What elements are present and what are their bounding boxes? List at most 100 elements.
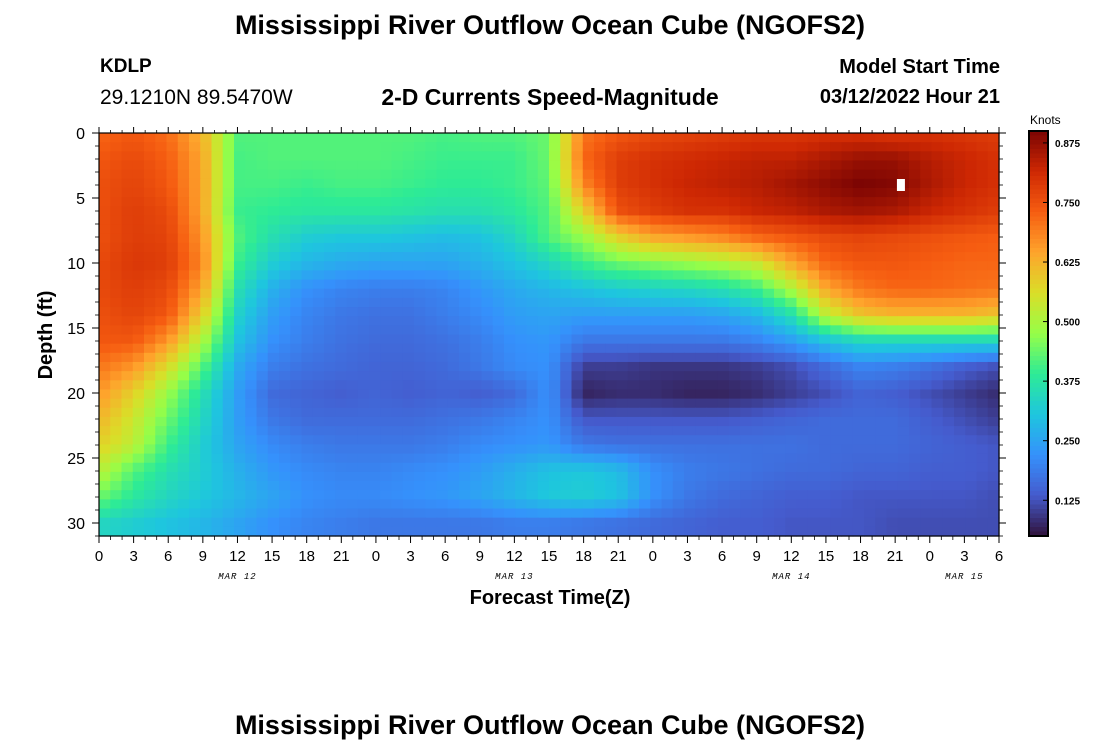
- heatmap-cell: [717, 426, 730, 436]
- x-tick-label: 6: [441, 548, 449, 565]
- heatmap-cell: [492, 142, 505, 152]
- heatmap-cell: [132, 261, 145, 271]
- heatmap-cell: [920, 490, 933, 500]
- heatmap-cell: [537, 334, 550, 345]
- heatmap-cell: [785, 371, 798, 381]
- heatmap-cell: [695, 316, 708, 326]
- heatmap-cell: [301, 297, 314, 308]
- heatmap-cell: [920, 325, 933, 336]
- heatmap-cell: [582, 261, 595, 271]
- heatmap-cell: [909, 197, 921, 207]
- heatmap-cell: [976, 187, 989, 198]
- heatmap-cell: [414, 261, 426, 271]
- heatmap-cell: [121, 389, 134, 400]
- heatmap-cell: [166, 517, 179, 528]
- colorbar-segment: [1029, 243, 1048, 249]
- heatmap-cell: [897, 197, 910, 207]
- heatmap-cell: [537, 389, 550, 400]
- heatmap-cell: [301, 416, 314, 427]
- heatmap-cell: [920, 371, 933, 381]
- heatmap-cell: [796, 426, 809, 436]
- heatmap-cell: [177, 279, 190, 290]
- heatmap-cell: [144, 261, 156, 271]
- heatmap-cell: [582, 407, 595, 418]
- heatmap-cell: [234, 197, 246, 207]
- heatmap-cell: [549, 352, 561, 363]
- heatmap-cell: [661, 426, 674, 436]
- heatmap-cell: [627, 270, 640, 281]
- heatmap-cell: [177, 133, 190, 143]
- heatmap-cell: [549, 233, 561, 244]
- heatmap-cell: [99, 435, 111, 446]
- heatmap-cell: [751, 297, 764, 308]
- heatmap-cell: [166, 206, 179, 217]
- heatmap-cell: [886, 361, 899, 372]
- heatmap-cell: [369, 481, 381, 491]
- heatmap-cell: [830, 325, 843, 336]
- heatmap-cell: [99, 307, 111, 317]
- heatmap-cell: [852, 435, 865, 446]
- heatmap-cell: [414, 380, 426, 391]
- heatmap-cell: [639, 197, 651, 207]
- heatmap-cell: [807, 481, 820, 491]
- heatmap-cell: [965, 407, 978, 418]
- heatmap-cell: [324, 334, 336, 345]
- heatmap-cell: [965, 206, 978, 217]
- heatmap-cell: [414, 307, 426, 317]
- y-tick-label: 0: [76, 126, 85, 143]
- heatmap-cell: [177, 178, 190, 189]
- heatmap-cell: [211, 261, 224, 271]
- heatmap-cell: [110, 508, 123, 519]
- heatmap-cell: [684, 334, 696, 345]
- heatmap-cell: [931, 481, 944, 491]
- heatmap-cell: [99, 325, 111, 336]
- heatmap-cell: [279, 416, 291, 427]
- heatmap-cell: [290, 416, 303, 427]
- heatmap-cell: [942, 426, 955, 436]
- heatmap-cell: [537, 133, 550, 143]
- heatmap-cell: [650, 142, 663, 152]
- heatmap-cell: [526, 160, 539, 171]
- heatmap-cell: [616, 471, 629, 482]
- heatmap-cell: [121, 426, 134, 436]
- heatmap-cell: [414, 297, 426, 308]
- heatmap-cell: [549, 407, 561, 418]
- heatmap-cell: [616, 316, 629, 326]
- heatmap-cell: [526, 233, 539, 244]
- heatmap-cell: [729, 462, 741, 473]
- heatmap-cell: [369, 490, 381, 500]
- heatmap-cell: [672, 261, 685, 271]
- heatmap-cell: [425, 279, 438, 290]
- heatmap-cell: [155, 233, 168, 244]
- heatmap-cell: [717, 389, 730, 400]
- heatmap-cell: [279, 151, 291, 162]
- heatmap-cell: [312, 279, 325, 290]
- heatmap-cell: [234, 380, 246, 391]
- heatmap-cell: [369, 169, 381, 180]
- heatmap-cell: [402, 279, 415, 290]
- heatmap-cell: [177, 325, 190, 336]
- heatmap-cell: [807, 288, 820, 299]
- heatmap-cell: [369, 380, 381, 391]
- heatmap-cell: [132, 178, 145, 189]
- heatmap-cell: [402, 517, 415, 528]
- heatmap-cell: [864, 133, 876, 143]
- heatmap-cell: [492, 453, 505, 464]
- heatmap-cell: [954, 288, 966, 299]
- heatmap-cell: [211, 352, 224, 363]
- heatmap-cell: [549, 187, 561, 198]
- heatmap-cell: [841, 481, 854, 491]
- y-tick-label: 10: [67, 256, 85, 273]
- heatmap-cell: [785, 169, 798, 180]
- heatmap-cell: [920, 398, 933, 409]
- heatmap-cell: [627, 325, 640, 336]
- heatmap-cell: [256, 133, 269, 143]
- colorbar-segment: [1029, 198, 1048, 204]
- heatmap-cell: [616, 517, 629, 528]
- heatmap-cell: [537, 517, 550, 528]
- heatmap-cell: [571, 361, 584, 372]
- heatmap-cell: [841, 453, 854, 464]
- heatmap-cell: [830, 453, 843, 464]
- heatmap-cell: [751, 426, 764, 436]
- heatmap-cell: [729, 361, 741, 372]
